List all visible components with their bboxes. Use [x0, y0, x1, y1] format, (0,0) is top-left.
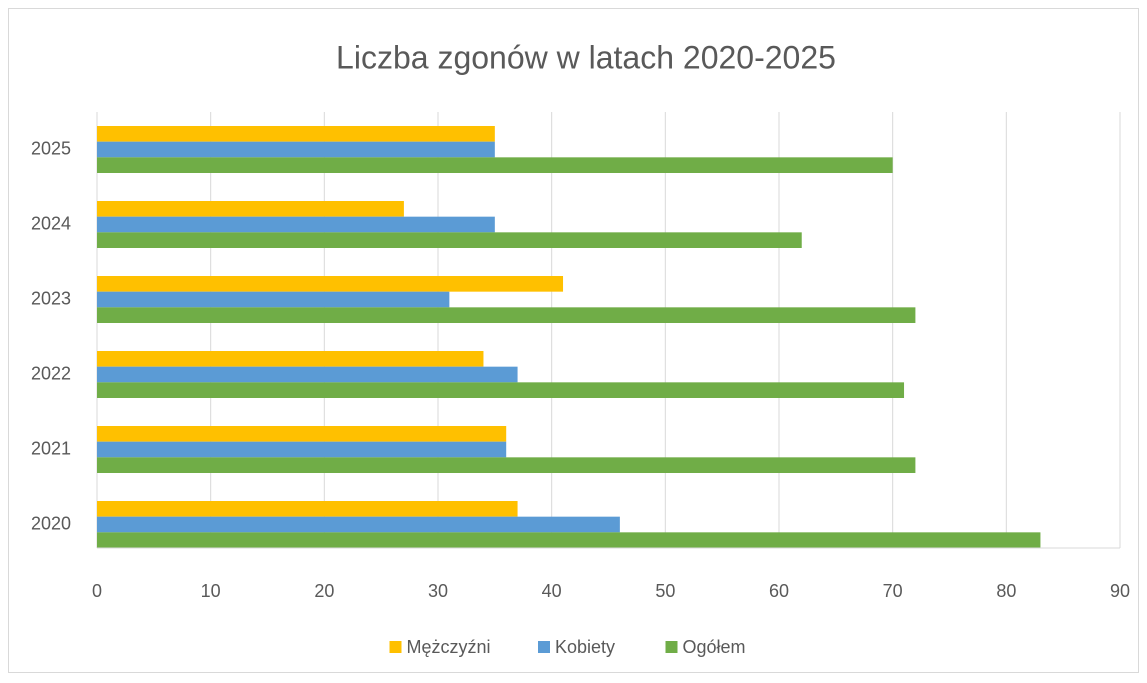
bar — [97, 201, 404, 217]
chart-title: Liczba zgonów w latach 2020-2025 — [336, 39, 836, 75]
bar — [97, 366, 518, 383]
y-tick-label: 2025 — [31, 138, 71, 158]
x-tick-label: 40 — [542, 581, 562, 601]
bar — [97, 351, 484, 367]
y-tick-label: 2023 — [31, 288, 71, 308]
y-tick-label: 2024 — [31, 213, 71, 233]
bar — [97, 457, 916, 473]
bar — [97, 516, 620, 533]
bar — [97, 276, 564, 292]
x-tick-label: 0 — [92, 581, 102, 601]
legend-label: Kobiety — [555, 637, 615, 657]
x-tick-label: 10 — [201, 581, 221, 601]
y-tick-label: 2020 — [31, 513, 71, 533]
legend-swatch — [665, 641, 678, 653]
legend-swatch — [538, 641, 550, 653]
legend-swatch — [389, 641, 402, 653]
bar — [97, 141, 495, 158]
bar — [97, 157, 893, 173]
x-tick-label: 60 — [769, 581, 789, 601]
y-tick-label: 2021 — [31, 438, 71, 458]
legend-label: Mężczyźni — [407, 637, 491, 657]
bar — [97, 382, 905, 398]
chart-border — [8, 8, 1139, 673]
x-tick-label: 90 — [1110, 581, 1130, 601]
y-tick-label: 2022 — [31, 363, 71, 383]
x-tick-label: 30 — [428, 581, 448, 601]
x-tick-label: 20 — [314, 581, 334, 601]
bar — [97, 232, 802, 248]
bar — [97, 426, 507, 442]
legend-label: Ogółem — [683, 637, 746, 657]
bar — [97, 291, 450, 308]
bar — [97, 126, 495, 142]
bar — [97, 532, 1041, 548]
bar — [97, 501, 518, 517]
x-tick-label: 50 — [655, 581, 675, 601]
bar — [97, 441, 507, 458]
x-tick-label: 70 — [883, 581, 903, 601]
bar — [97, 307, 916, 323]
x-tick-label: 80 — [996, 581, 1016, 601]
bar — [97, 216, 495, 233]
